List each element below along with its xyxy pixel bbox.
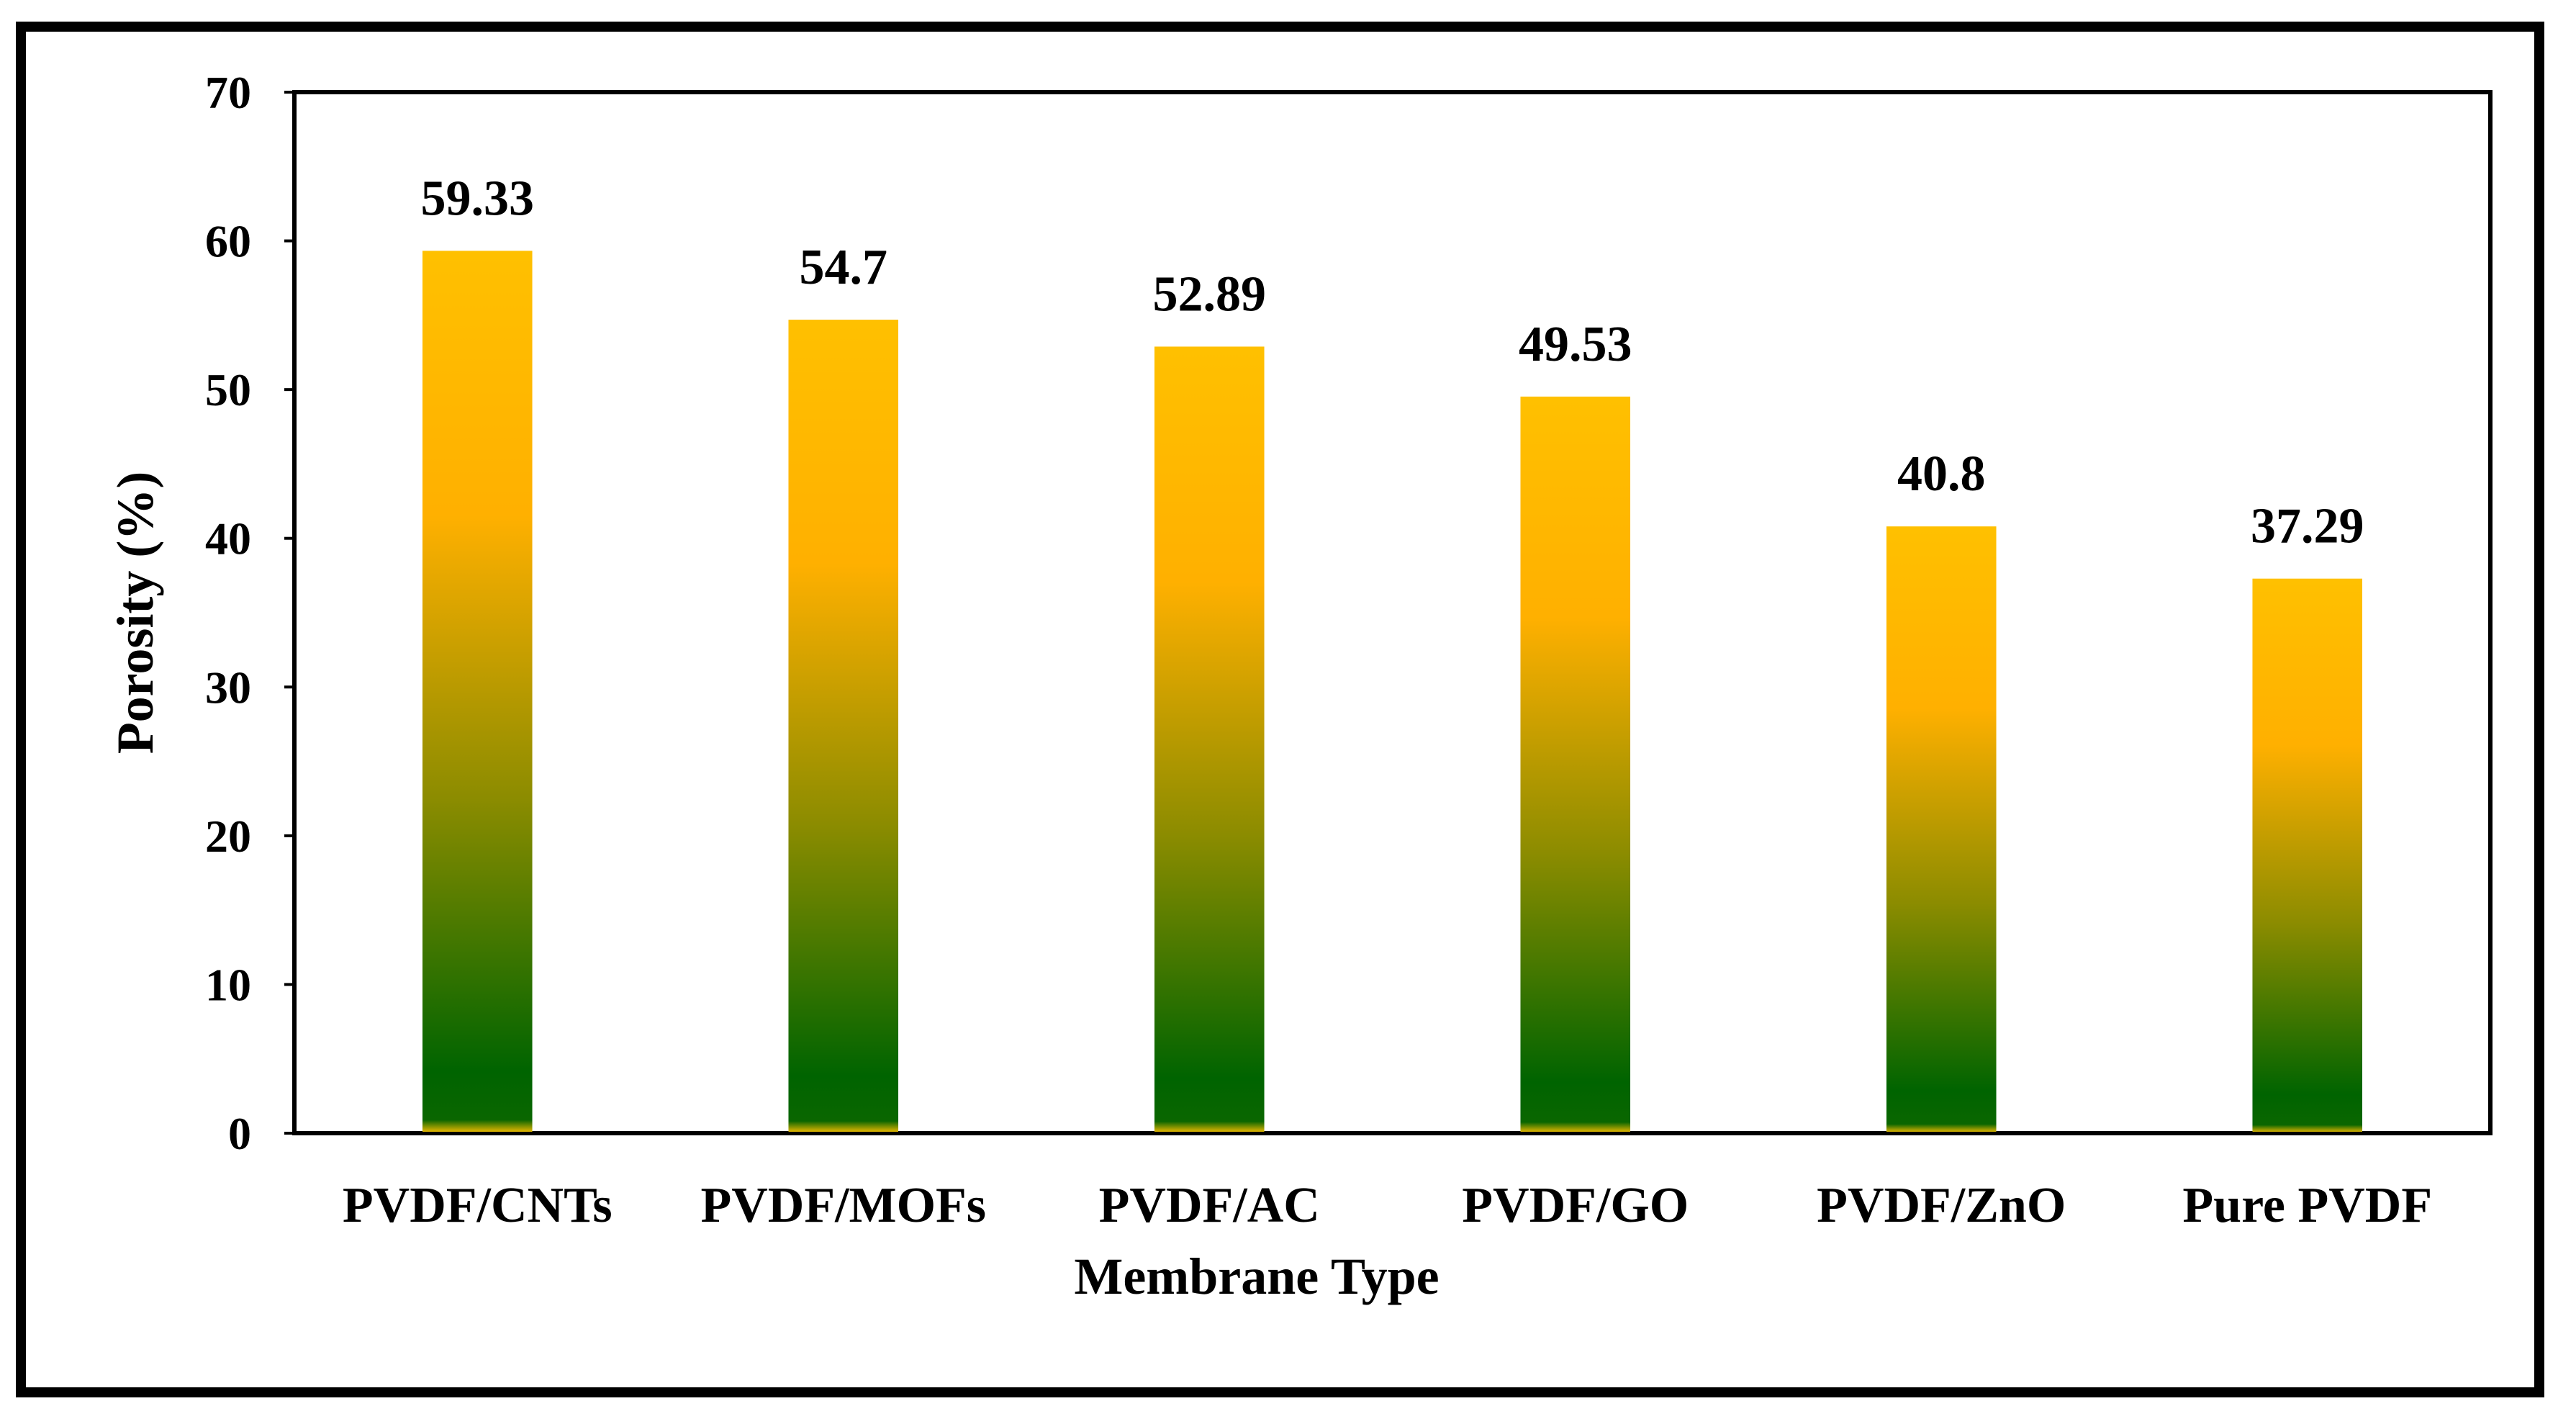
y-tick-label: 30 bbox=[205, 662, 251, 713]
bars bbox=[422, 251, 2363, 1133]
x-axis-title: Membrane Type bbox=[1074, 1248, 1439, 1305]
x-axis-labels: PVDF/CNTs PVDF/MOFs PVDF/AC PVDF/GO PVDF/ZnO… bbox=[343, 1178, 2432, 1233]
plot-area bbox=[292, 90, 2493, 1135]
y-tick-label: 40 bbox=[205, 513, 251, 564]
data-label: 59.33 bbox=[421, 171, 535, 226]
x-tick-label: Pure PVDF bbox=[2182, 1178, 2432, 1233]
y-axis-title: Porosity (%) bbox=[107, 472, 164, 754]
bar-pvdf-ac bbox=[1154, 346, 1265, 1133]
y-tick-label: 0 bbox=[228, 1108, 251, 1159]
y-axis-ticks: 0 10 20 30 40 50 60 70 bbox=[205, 67, 294, 1159]
data-label: 54.7 bbox=[800, 240, 888, 295]
y-tick-label: 20 bbox=[205, 811, 251, 862]
x-tick-label: PVDF/AC bbox=[1099, 1178, 1320, 1233]
data-label: 40.8 bbox=[1897, 446, 1986, 502]
x-tick-label: PVDF/MOFs bbox=[700, 1178, 986, 1233]
x-tick-label: PVDF/GO bbox=[1462, 1178, 1689, 1233]
bar-pure-pvdf bbox=[2252, 578, 2363, 1133]
data-label: 37.29 bbox=[2251, 499, 2364, 554]
x-tick-label: PVDF/ZnO bbox=[1817, 1178, 2066, 1233]
bar-pvdf-zno bbox=[1886, 526, 1997, 1133]
data-label: 49.53 bbox=[1519, 317, 1632, 372]
bar-pvdf-go bbox=[1520, 396, 1631, 1133]
y-tick-label: 70 bbox=[205, 67, 251, 118]
data-label: 52.89 bbox=[1153, 266, 1267, 322]
bar-pvdf-mofs bbox=[788, 320, 899, 1133]
y-tick-label: 60 bbox=[205, 216, 251, 267]
data-labels: 59.33 54.7 52.89 49.53 40.8 37.29 bbox=[421, 171, 2364, 554]
x-tick-label: PVDF/CNTs bbox=[343, 1178, 613, 1233]
bar-pvdf-cnts bbox=[422, 251, 533, 1133]
y-tick-label: 10 bbox=[205, 959, 251, 1010]
y-tick-label: 50 bbox=[205, 364, 251, 415]
